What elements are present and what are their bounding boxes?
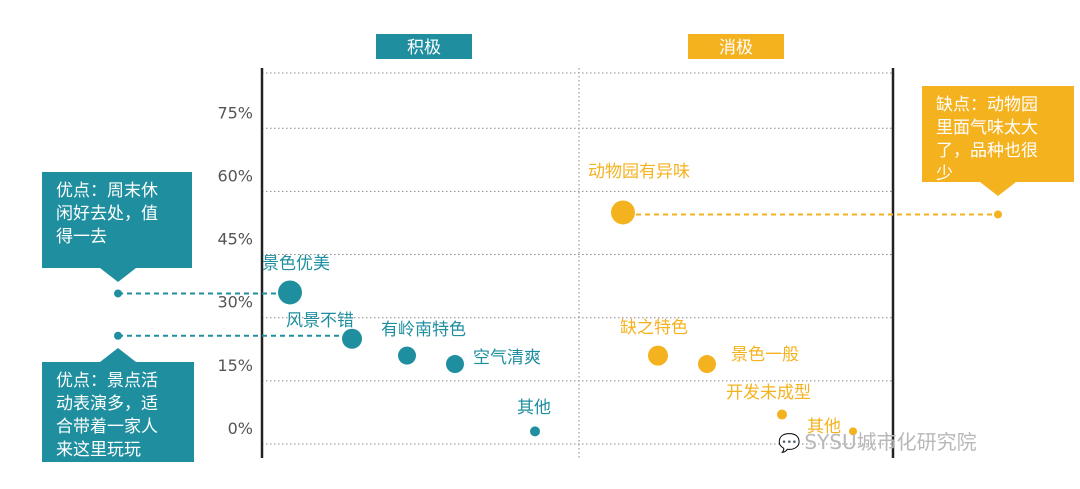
wechat-icon: 💬: [778, 433, 801, 454]
data-point-label: 空气清爽: [473, 348, 541, 368]
callout-positive-family-tail: [100, 348, 136, 362]
data-point: [446, 355, 464, 374]
data-point-label: 有岭南特色: [381, 320, 466, 340]
data-point: [777, 409, 787, 420]
data-point: [698, 355, 716, 374]
data-point-label: 缺之特色: [620, 318, 688, 338]
leader-dot: [994, 210, 1002, 219]
data-point-label: 开发未成型: [726, 383, 811, 403]
callout-positive-family: 优点：景点活 动表演多，适 合带着一家人 来这里玩玩: [42, 362, 194, 462]
group-header-badge: [688, 34, 784, 59]
data-point: [611, 200, 635, 225]
y-tick-label: 45%: [217, 230, 253, 249]
callout-negative-zoo-tail: [980, 182, 1016, 196]
watermark-text: SYSU城市化研究院: [804, 430, 977, 454]
callout-positive-weekend: 优点：周末休 闲好去处，值 得一去: [42, 172, 192, 268]
data-point: [530, 426, 540, 437]
leader-dot: [114, 331, 122, 340]
group-header-label: 消极: [719, 38, 753, 58]
data-point: [398, 346, 416, 365]
data-point: [278, 280, 302, 305]
data-point-label: 其他: [517, 398, 551, 418]
data-point-label: 景色优美: [262, 254, 330, 274]
y-tick-label: 60%: [217, 166, 253, 185]
data-point-label: 其他: [807, 417, 841, 437]
data-point: [849, 427, 857, 436]
data-point-label: 景色一般: [731, 345, 799, 365]
y-tick-label: 0%: [228, 419, 253, 438]
y-tick-label: 30%: [217, 293, 253, 312]
data-point: [648, 345, 668, 366]
data-point: [342, 328, 362, 349]
callout-negative-zoo: 缺点：动物园 里面气味太大 了，品种也很 少: [922, 86, 1074, 184]
y-tick-label: 15%: [217, 356, 253, 375]
group-header-badge: [376, 34, 472, 59]
watermark: 💬 SYSU城市化研究院: [778, 426, 977, 455]
leader-dot: [114, 289, 122, 298]
data-point-label: 动物园有异味: [588, 162, 690, 182]
callout-positive-weekend-tail: [100, 268, 136, 282]
data-point-label: 风景不错: [286, 311, 354, 331]
y-tick-label: 75%: [217, 103, 253, 122]
group-header-label: 积极: [407, 38, 441, 58]
